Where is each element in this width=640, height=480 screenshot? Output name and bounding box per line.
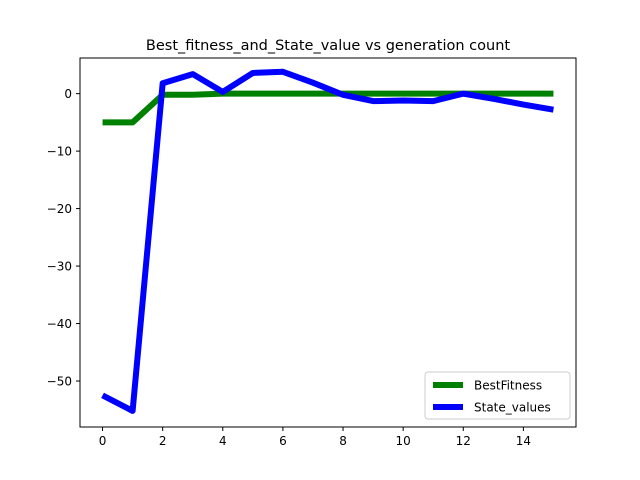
x-tick-label: 8 xyxy=(339,434,347,448)
legend: BestFitness State_values xyxy=(424,371,571,420)
plot-lines xyxy=(101,68,554,414)
x-tick-label: 10 xyxy=(396,434,411,448)
y-tick-label: −20 xyxy=(47,202,72,216)
y-tick-label: −50 xyxy=(47,375,72,389)
legend-label: BestFitness xyxy=(474,379,542,393)
axes-frame xyxy=(79,57,577,428)
x-tick-label: 0 xyxy=(99,434,107,448)
x-tick-label: 12 xyxy=(456,434,471,448)
series-line-state-values xyxy=(101,68,554,414)
axes: 0 2 4 6 8 10 12 14 0 −10 −20 −30 −40 −50 xyxy=(47,57,577,448)
x-tick-label: 6 xyxy=(279,434,287,448)
chart-title: Best_fitness_and_State_value vs generati… xyxy=(146,38,510,54)
y-tick-label: −10 xyxy=(47,145,72,159)
y-tick-label: −40 xyxy=(47,317,72,331)
y-tick-label: 0 xyxy=(64,87,72,101)
y-tick-label: −30 xyxy=(47,260,72,274)
x-tick-label: 4 xyxy=(219,434,227,448)
x-tick-label: 14 xyxy=(516,434,531,448)
legend-label: State_values xyxy=(474,401,551,415)
x-tick-label: 2 xyxy=(159,434,167,448)
